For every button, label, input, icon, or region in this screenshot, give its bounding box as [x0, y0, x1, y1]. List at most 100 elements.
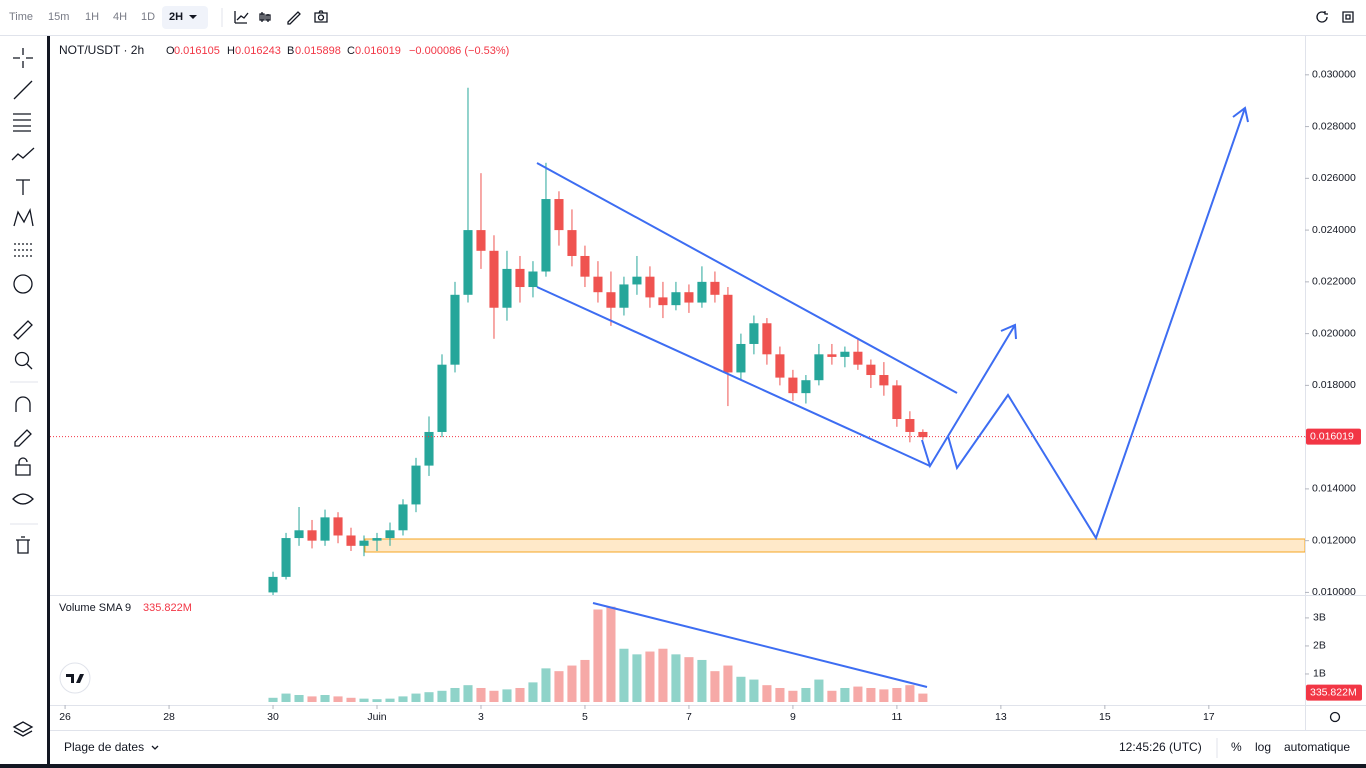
fib-tool[interactable]	[13, 113, 31, 132]
candle-body	[918, 431, 928, 438]
candle-body	[346, 535, 356, 546]
candle-body	[372, 538, 382, 541]
support-zone	[364, 538, 1305, 553]
projection-arrow	[947, 107, 1246, 541]
candle-body	[502, 268, 512, 308]
symbol: NOT/USDT · 2h	[59, 43, 144, 57]
auto-toggle[interactable]: automatique	[1284, 740, 1350, 754]
volume-bar	[892, 687, 902, 702]
y-tick-label: 1B	[1313, 668, 1326, 680]
fullscreen-icon[interactable]	[1342, 11, 1354, 23]
volume-bar	[359, 698, 369, 702]
delete-tool[interactable]	[16, 536, 30, 554]
ruler-tool[interactable]	[13, 320, 33, 340]
projection-arrow	[921, 324, 1016, 469]
y-tick-label: 0.012000	[1312, 534, 1356, 546]
trendline-tool[interactable]	[13, 80, 33, 100]
volume-sma-tag	[1306, 684, 1362, 701]
indicators-icon[interactable]	[259, 12, 271, 22]
draw-icon[interactable]	[287, 11, 301, 25]
refresh-icon[interactable]	[1316, 11, 1328, 23]
chart-type-icon[interactable]	[234, 11, 249, 24]
drawings	[536, 106, 1249, 688]
candle-body	[892, 385, 902, 420]
candle-body	[723, 294, 733, 373]
prediction-tool[interactable]	[14, 243, 32, 257]
volume-bar	[866, 687, 876, 702]
volume-bar	[372, 699, 382, 702]
candle-body	[320, 517, 330, 541]
toolbar-item[interactable]: 15m	[48, 11, 69, 23]
x-tick-label: 30	[267, 711, 279, 723]
ohlc-value: 0.016105	[174, 45, 220, 57]
y-tick-label: 0.028000	[1312, 120, 1356, 132]
lock-drawing-tool[interactable]	[14, 429, 32, 447]
visibility-tool[interactable]	[12, 493, 34, 505]
ohlc-value: 0.015898	[295, 45, 341, 57]
volume-bar	[918, 693, 928, 702]
xabcd-tool[interactable]	[13, 207, 34, 227]
magnet-tool[interactable]	[15, 396, 31, 412]
volume-bar	[749, 679, 759, 702]
lock-tool[interactable]	[15, 457, 31, 476]
date-range-caret[interactable]	[151, 745, 159, 750]
percent-toggle[interactable]: %	[1231, 740, 1242, 754]
x-tick-label: 9	[790, 711, 796, 723]
object-tree[interactable]	[12, 721, 34, 737]
volume-bar	[814, 679, 824, 702]
candle-body	[710, 281, 720, 295]
toolbar-item[interactable]: 4H	[113, 11, 127, 23]
emoji-tool[interactable]	[13, 274, 33, 294]
last-price-label: 0.016019	[1310, 430, 1354, 442]
volume-title: Volume SMA 9	[59, 602, 131, 614]
date-range[interactable]: Plage de dates	[64, 740, 144, 754]
dropdown-caret[interactable]	[189, 15, 197, 19]
settings-icon[interactable]	[1329, 711, 1341, 723]
candle-body	[476, 230, 486, 251]
volume-bar	[736, 676, 746, 702]
volume-bar	[554, 671, 564, 702]
volume-bar	[658, 648, 668, 702]
toolbar-item[interactable]: 1H	[85, 11, 99, 23]
zoom-tool[interactable]	[14, 351, 30, 367]
candle-body	[463, 230, 473, 295]
candle-body	[736, 343, 746, 373]
clock: 12:45:26 (UTC)	[1119, 740, 1202, 754]
candle-body	[515, 268, 525, 288]
zoom-handle	[26, 363, 33, 370]
volume-bar	[541, 668, 551, 702]
toolbar-item[interactable]: 1D	[141, 11, 155, 23]
ohlc-label: B	[287, 45, 294, 57]
candle-body	[879, 375, 889, 386]
volume-sma-label: 335.822M	[1310, 686, 1357, 698]
candle-body	[775, 354, 785, 378]
log-toggle[interactable]: log	[1255, 740, 1271, 754]
y-tick-label: 0.020000	[1312, 327, 1356, 339]
candle-body	[840, 351, 850, 357]
volume-bar	[489, 690, 499, 702]
volume-bar	[645, 651, 655, 702]
x-tick-label: 17	[1203, 711, 1215, 723]
candle-body	[788, 377, 798, 394]
volume-pane	[268, 606, 928, 702]
pattern-tool[interactable]	[11, 147, 35, 161]
change: −0.000086 (−0.53%)	[409, 45, 509, 57]
candle-body	[632, 276, 642, 285]
x-tick-label: 28	[163, 711, 175, 723]
volume-bar	[606, 606, 616, 702]
y-tick-label: 0.024000	[1312, 224, 1356, 236]
screenshot-icon[interactable]	[314, 10, 328, 23]
volume-bar	[775, 687, 785, 702]
toolbar-item[interactable]: Time	[9, 11, 33, 23]
x-tick-label: 11	[891, 711, 902, 723]
y-tick-label: 2B	[1313, 640, 1326, 652]
text-tool[interactable]	[16, 179, 30, 195]
x-tick-label: 7	[686, 711, 692, 723]
volume-bar	[840, 687, 850, 702]
candle-body	[398, 504, 408, 531]
volume-bar	[450, 687, 460, 702]
volume-bar	[723, 665, 733, 702]
crosshair-tool[interactable]	[13, 48, 33, 68]
toolbar-item[interactable]: 2H	[169, 11, 183, 23]
arrow-head	[1232, 106, 1249, 123]
